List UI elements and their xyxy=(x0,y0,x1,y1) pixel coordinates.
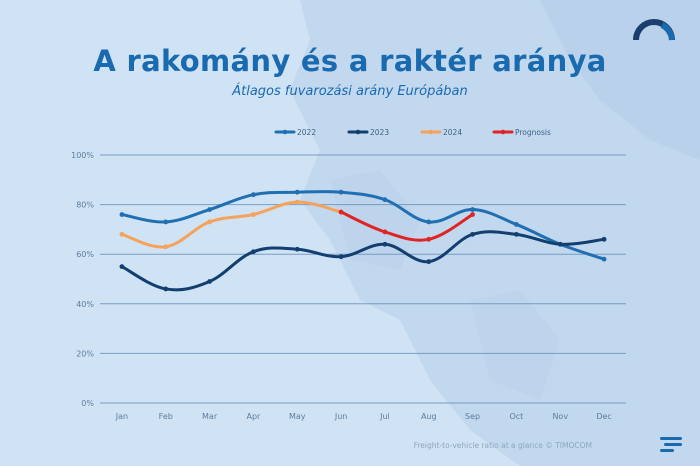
data-point xyxy=(163,244,169,250)
legend-label: Prognosis xyxy=(515,128,551,137)
data-point xyxy=(382,197,388,203)
legend-item: 2022 xyxy=(274,128,316,137)
data-point xyxy=(207,279,212,284)
data-point xyxy=(251,192,256,198)
series-line xyxy=(339,210,475,242)
data-point xyxy=(426,259,432,265)
data-point xyxy=(470,207,475,212)
data-point xyxy=(382,229,388,235)
data-point xyxy=(514,231,519,237)
y-tick-label: 60% xyxy=(76,250,94,259)
data-point xyxy=(119,231,125,237)
y-tick-label: 20% xyxy=(76,349,94,358)
x-tick-label: Nov xyxy=(552,412,568,421)
data-point xyxy=(514,222,519,227)
data-point xyxy=(601,256,607,262)
data-point xyxy=(338,254,344,260)
data-point xyxy=(338,189,344,195)
gauge-icon xyxy=(633,19,675,41)
chart-title: A rakomány és a raktér aránya xyxy=(93,44,607,78)
data-point xyxy=(207,219,212,225)
data-point xyxy=(163,286,169,292)
y-tick-label: 80% xyxy=(76,201,94,210)
timocom-logo-icon xyxy=(660,437,682,452)
legend-marker xyxy=(500,129,506,135)
series-line xyxy=(120,200,343,249)
data-point xyxy=(119,264,125,269)
x-tick-label: Mar xyxy=(202,412,218,421)
data-point xyxy=(207,207,212,212)
legend-item: 2023 xyxy=(347,128,389,137)
data-point xyxy=(163,219,169,225)
data-point xyxy=(294,189,300,195)
data-point xyxy=(470,231,475,237)
data-point xyxy=(470,212,475,217)
x-tick-label: Aug xyxy=(421,412,437,421)
data-point xyxy=(382,241,388,247)
data-point xyxy=(294,246,300,252)
data-point xyxy=(251,212,256,217)
x-tick-label: Sep xyxy=(465,412,480,421)
data-point xyxy=(601,236,607,242)
series-line xyxy=(120,189,606,261)
x-tick-label: May xyxy=(289,412,306,421)
legend-item: Prognosis xyxy=(492,128,551,137)
x-tick-label: Feb xyxy=(159,412,173,421)
y-tick-label: 0% xyxy=(81,399,94,408)
legend-label: 2022 xyxy=(297,128,316,137)
data-point xyxy=(294,199,300,205)
data-point xyxy=(119,212,125,217)
chart-subtitle: Átlagos fuvarozási arány Európában xyxy=(232,84,468,99)
data-point xyxy=(338,209,344,215)
x-tick-label: Apr xyxy=(246,412,261,421)
x-tick-label: Jan xyxy=(115,412,128,421)
legend-marker xyxy=(355,129,361,135)
legend-item: 2024 xyxy=(420,128,462,137)
legend-label: 2023 xyxy=(370,128,389,137)
x-tick-label: Jul xyxy=(379,412,390,421)
data-point xyxy=(251,249,256,255)
x-tick-label: Oct xyxy=(509,412,523,421)
x-tick-label: Dec xyxy=(596,412,611,421)
legend-marker xyxy=(282,129,288,135)
x-tick-label: Jun xyxy=(334,412,348,421)
data-point xyxy=(426,219,432,225)
y-tick-label: 40% xyxy=(76,300,94,309)
series-line xyxy=(120,230,606,292)
data-point xyxy=(557,241,563,247)
source-footer: Freight-to-vehicle ratio at a glance © T… xyxy=(413,441,592,450)
legend-label: 2024 xyxy=(443,128,462,137)
y-tick-label: 100% xyxy=(71,151,94,160)
legend-marker xyxy=(428,129,434,135)
data-point xyxy=(426,236,432,242)
